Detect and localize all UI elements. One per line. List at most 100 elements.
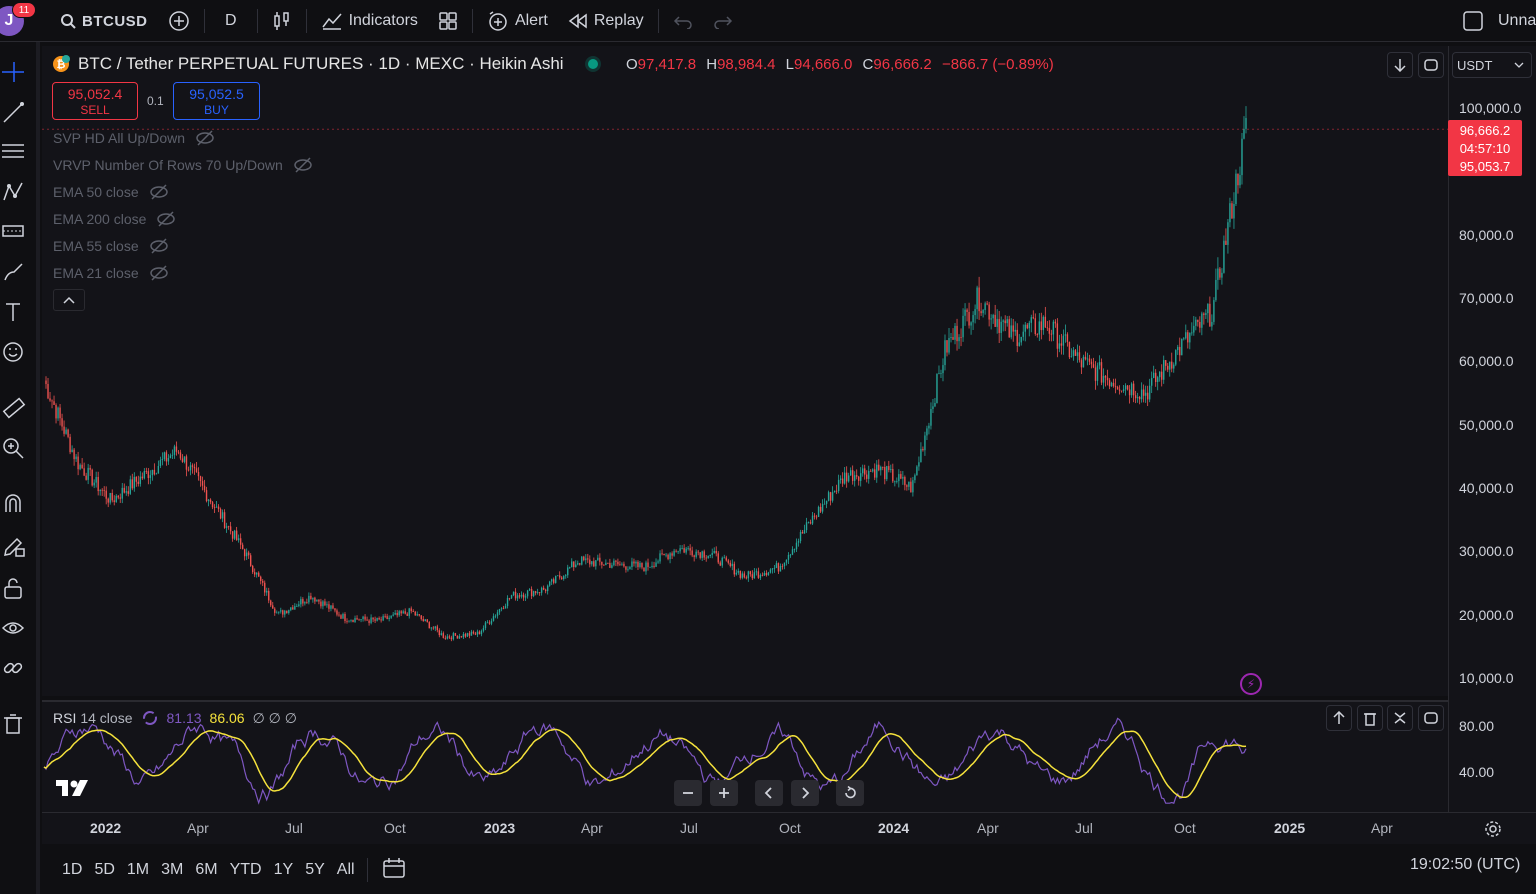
- brush-tool[interactable]: [0, 258, 28, 286]
- candle: [1128, 385, 1131, 404]
- indicator-legend-ema55[interactable]: EMA 55 close: [53, 238, 169, 254]
- range-button-3m[interactable]: 3M: [161, 861, 184, 878]
- buy-button[interactable]: 95,052.5 BUY: [173, 82, 260, 120]
- eye-hidden-icon[interactable]: [195, 130, 215, 146]
- replay-button[interactable]: Replay: [558, 0, 654, 42]
- measure-tool[interactable]: [0, 394, 28, 422]
- range-button-5d[interactable]: 5D: [94, 861, 115, 878]
- zoom-tool[interactable]: [0, 434, 28, 462]
- eye-hidden-icon[interactable]: [149, 238, 169, 254]
- candle: [845, 466, 848, 488]
- sync-tool[interactable]: [0, 654, 28, 682]
- collapse-pane-button[interactable]: [1387, 705, 1413, 731]
- range-button-1y[interactable]: 1Y: [273, 861, 294, 878]
- candle: [458, 633, 461, 639]
- candle: [247, 550, 250, 559]
- order-quantity[interactable]: 0.1: [147, 94, 164, 108]
- candle: [673, 548, 675, 557]
- trendline-tool[interactable]: [0, 98, 28, 126]
- candlestick-chart[interactable]: [42, 46, 1448, 696]
- sell-button[interactable]: 95,052.4 SELL: [52, 82, 138, 120]
- rsi-chart[interactable]: [42, 702, 1448, 812]
- range-button-all[interactable]: All: [336, 861, 355, 878]
- collapse-legend-button[interactable]: [53, 289, 85, 311]
- candle: [765, 570, 768, 577]
- main-chart-pane[interactable]: [42, 46, 1448, 696]
- symbol-search[interactable]: BTCUSD: [50, 0, 158, 42]
- candle: [318, 599, 320, 605]
- eye-hidden-icon[interactable]: [149, 184, 169, 200]
- candle: [755, 568, 758, 576]
- redo-button[interactable]: [703, 0, 743, 42]
- indicator-legend-ema50[interactable]: EMA 50 close: [53, 184, 169, 200]
- scroll-right-button[interactable]: [791, 780, 819, 806]
- candle: [1024, 321, 1026, 342]
- maximize-rsi-button[interactable]: [1418, 705, 1444, 731]
- candle: [918, 456, 920, 471]
- prediction-tool[interactable]: [0, 218, 28, 246]
- indicator-legend-ema21[interactable]: EMA 21 close: [53, 265, 169, 281]
- candle: [884, 461, 886, 485]
- zoom-out-button[interactable]: [674, 780, 702, 806]
- scroll-left-button[interactable]: [755, 780, 783, 806]
- currency-select[interactable]: USDT: [1452, 52, 1532, 78]
- undo-icon: [673, 16, 692, 29]
- range-button-1d[interactable]: 1D: [62, 861, 83, 878]
- candle: [500, 607, 503, 612]
- delete-tool[interactable]: [0, 710, 28, 738]
- compare-button[interactable]: [158, 0, 200, 42]
- text-tool[interactable]: [0, 298, 28, 326]
- maximize-pane-button[interactable]: [1418, 52, 1444, 78]
- candle: [189, 461, 192, 476]
- layout-menu[interactable]: Unna: [1452, 0, 1536, 42]
- eye-hidden-icon[interactable]: [293, 157, 313, 173]
- crosshair-tool[interactable]: [0, 58, 28, 86]
- chart-type-button[interactable]: [262, 0, 302, 42]
- lock-drawing-tool[interactable]: [0, 532, 28, 560]
- indicators-button[interactable]: Indicators: [311, 0, 428, 42]
- delete-pane-button[interactable]: [1357, 705, 1383, 731]
- candle: [486, 620, 489, 624]
- eye-hidden-icon[interactable]: [149, 265, 169, 281]
- goto-date-button[interactable]: [382, 857, 406, 884]
- pattern-tool[interactable]: [0, 178, 28, 206]
- magnet-tool[interactable]: [0, 490, 28, 518]
- rsi-legend[interactable]: RSI 14 close 81.13 86.06 ∅ ∅ ∅: [53, 709, 297, 727]
- candle: [631, 557, 633, 571]
- candle: [1142, 384, 1145, 403]
- candle: [946, 340, 948, 357]
- reset-chart-button[interactable]: [836, 780, 864, 806]
- date-range-buttons: 1D 5D 1M 3M 6M YTD 1Y 5Y All: [56, 861, 361, 879]
- fib-tool[interactable]: [0, 138, 28, 166]
- time-axis[interactable]: [42, 812, 1536, 844]
- indicator-legend-svp[interactable]: SVP HD All Up/Down: [53, 130, 215, 146]
- range-button-ytd[interactable]: YTD: [229, 861, 262, 878]
- lock-tool[interactable]: [0, 574, 28, 602]
- candle: [526, 589, 529, 599]
- eye-hidden-icon[interactable]: [156, 211, 176, 227]
- candle: [1006, 316, 1008, 327]
- undo-button[interactable]: [663, 0, 703, 42]
- rsi-pane[interactable]: [42, 700, 1448, 812]
- axis-settings-button[interactable]: [1484, 820, 1502, 843]
- lightning-alert-icon[interactable]: ⚡: [1240, 673, 1262, 695]
- zoom-in-button[interactable]: [710, 780, 738, 806]
- utc-clock[interactable]: 19:02:50 (UTC): [1410, 856, 1521, 873]
- hide-tool[interactable]: [0, 614, 28, 642]
- range-button-6m[interactable]: 6M: [195, 861, 218, 878]
- indicator-legend-ema200[interactable]: EMA 200 close: [53, 211, 176, 227]
- scroll-to-latest-button[interactable]: [1387, 52, 1413, 78]
- interval-button[interactable]: D: [225, 12, 237, 29]
- price-label: 30,000.0: [1459, 543, 1514, 559]
- emoji-tool[interactable]: [0, 338, 28, 366]
- candle: [641, 562, 643, 570]
- range-button-5y[interactable]: 5Y: [305, 861, 325, 878]
- candle: [922, 446, 924, 452]
- candle: [960, 328, 962, 347]
- alert-button[interactable]: Alert: [477, 0, 558, 42]
- candle: [843, 467, 846, 485]
- templates-button[interactable]: [428, 0, 468, 42]
- range-button-1m[interactable]: 1M: [126, 861, 150, 878]
- move-pane-up-button[interactable]: [1326, 705, 1352, 731]
- indicator-legend-vrvp[interactable]: VRVP Number Of Rows 70 Up/Down: [53, 157, 313, 173]
